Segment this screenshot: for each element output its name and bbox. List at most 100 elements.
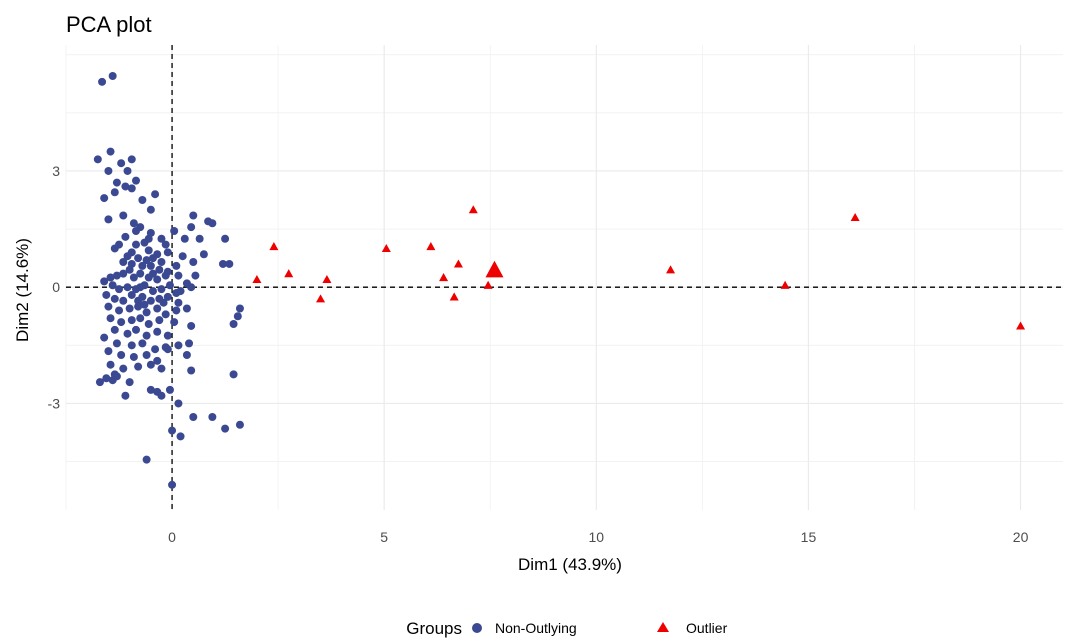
data-point-non-outlying: [136, 283, 145, 292]
data-point-outlier: [316, 294, 326, 303]
data-point-non-outlying: [146, 261, 155, 270]
data-point-non-outlying: [144, 234, 153, 243]
data-point-outlier: [468, 205, 478, 214]
data-point-non-outlying: [123, 252, 132, 261]
data-point-non-outlying: [129, 219, 138, 228]
data-point-non-outlying: [115, 285, 124, 294]
data-point-non-outlying: [142, 256, 151, 265]
data-point-non-outlying: [102, 290, 111, 299]
data-point-non-outlying: [117, 318, 126, 327]
data-point-non-outlying: [115, 306, 124, 315]
legend-label-outlier: Outlier: [686, 620, 728, 636]
data-point-non-outlying: [106, 360, 115, 369]
data-point-non-outlying: [142, 455, 151, 464]
data-point-non-outlying: [195, 234, 204, 243]
data-point-non-outlying: [163, 331, 172, 340]
data-point-non-outlying: [189, 211, 198, 220]
data-point-non-outlying: [163, 345, 172, 354]
data-point-non-outlying: [142, 331, 151, 340]
data-point-non-outlying: [104, 166, 113, 175]
data-point-non-outlying: [208, 413, 217, 421]
data-point-non-outlying: [157, 364, 166, 373]
data-point-non-outlying: [136, 314, 145, 323]
data-point-non-outlying: [168, 426, 177, 435]
y-tick-label: -3: [48, 395, 61, 411]
data-point-non-outlying: [161, 240, 170, 249]
data-point-non-outlying: [185, 339, 194, 348]
data-point-non-outlying: [225, 259, 234, 268]
data-point-non-outlying: [108, 72, 117, 80]
data-point-non-outlying: [191, 271, 200, 280]
data-point-non-outlying: [165, 281, 174, 290]
data-point-non-outlying: [134, 296, 143, 305]
data-point-non-outlying: [125, 304, 134, 313]
data-point-non-outlying: [153, 275, 162, 284]
data-point-non-outlying: [221, 234, 230, 243]
data-point-non-outlying: [93, 155, 102, 164]
x-axis-label: Dim1 (43.9%): [518, 555, 622, 574]
data-point-non-outlying: [189, 258, 198, 266]
data-point-non-outlying: [146, 296, 155, 305]
data-point-non-outlying: [142, 308, 151, 317]
data-point-non-outlying: [100, 277, 109, 286]
data-point-non-outlying: [146, 385, 155, 394]
data-point-non-outlying: [142, 351, 151, 359]
data-point-non-outlying: [104, 347, 113, 356]
x-tick-label: 10: [589, 529, 605, 545]
data-points: [93, 72, 1026, 489]
data-point-outlier: [381, 243, 391, 253]
data-point-non-outlying: [106, 147, 115, 156]
data-point-non-outlying: [127, 316, 136, 325]
data-point-non-outlying: [123, 329, 132, 338]
data-point-non-outlying: [98, 77, 107, 86]
data-point-outlier: [483, 280, 493, 289]
data-point-non-outlying: [136, 269, 145, 278]
data-point-non-outlying: [112, 271, 121, 280]
y-tick-label: 3: [52, 163, 60, 179]
data-point-non-outlying: [129, 273, 138, 282]
data-point-non-outlying: [144, 320, 153, 328]
data-point-non-outlying: [233, 312, 242, 321]
data-point-non-outlying: [132, 176, 141, 185]
data-point-non-outlying: [153, 356, 162, 365]
y-axis-ticks: -3 0 3: [48, 163, 61, 412]
data-point-non-outlying: [132, 227, 141, 235]
data-point-non-outlying: [138, 261, 147, 270]
data-point-non-outlying: [117, 351, 126, 359]
data-point-non-outlying: [110, 370, 119, 379]
data-point-non-outlying: [187, 223, 196, 232]
x-axis-ticks: 0 5 10 15 20: [168, 529, 1028, 545]
data-point-non-outlying: [168, 480, 177, 489]
data-point-non-outlying: [148, 287, 157, 296]
data-point-outlier: [269, 242, 279, 251]
data-point-non-outlying: [148, 269, 157, 278]
data-point-non-outlying: [138, 196, 147, 204]
data-point-non-outlying: [134, 362, 143, 371]
data-point-non-outlying: [127, 184, 136, 193]
data-point-non-outlying: [123, 283, 132, 292]
data-point-non-outlying: [187, 321, 196, 330]
data-point-non-outlying: [187, 366, 196, 375]
data-point-non-outlying: [108, 281, 117, 290]
data-point-non-outlying: [110, 325, 119, 334]
grid: [65, 45, 1063, 510]
data-point-non-outlying: [146, 205, 155, 214]
legend-label-non-outlying: Non-Outlying: [495, 620, 577, 636]
data-point-non-outlying: [146, 360, 155, 369]
data-point-non-outlying: [119, 364, 128, 373]
data-point-non-outlying: [172, 261, 181, 270]
data-point-non-outlying: [100, 194, 109, 203]
data-point-non-outlying: [178, 252, 187, 261]
data-point-non-outlying: [157, 285, 166, 294]
data-point-non-outlying: [95, 378, 104, 387]
data-point-non-outlying: [119, 211, 128, 220]
legend-marker-non-outlying: [472, 623, 482, 633]
reference-lines: [66, 45, 1063, 510]
data-point-non-outlying: [170, 227, 179, 235]
data-point-non-outlying: [144, 246, 153, 255]
data-point-non-outlying: [221, 424, 230, 433]
data-point-non-outlying: [172, 289, 181, 297]
data-point-non-outlying: [189, 413, 198, 421]
x-tick-label: 5: [380, 529, 388, 545]
